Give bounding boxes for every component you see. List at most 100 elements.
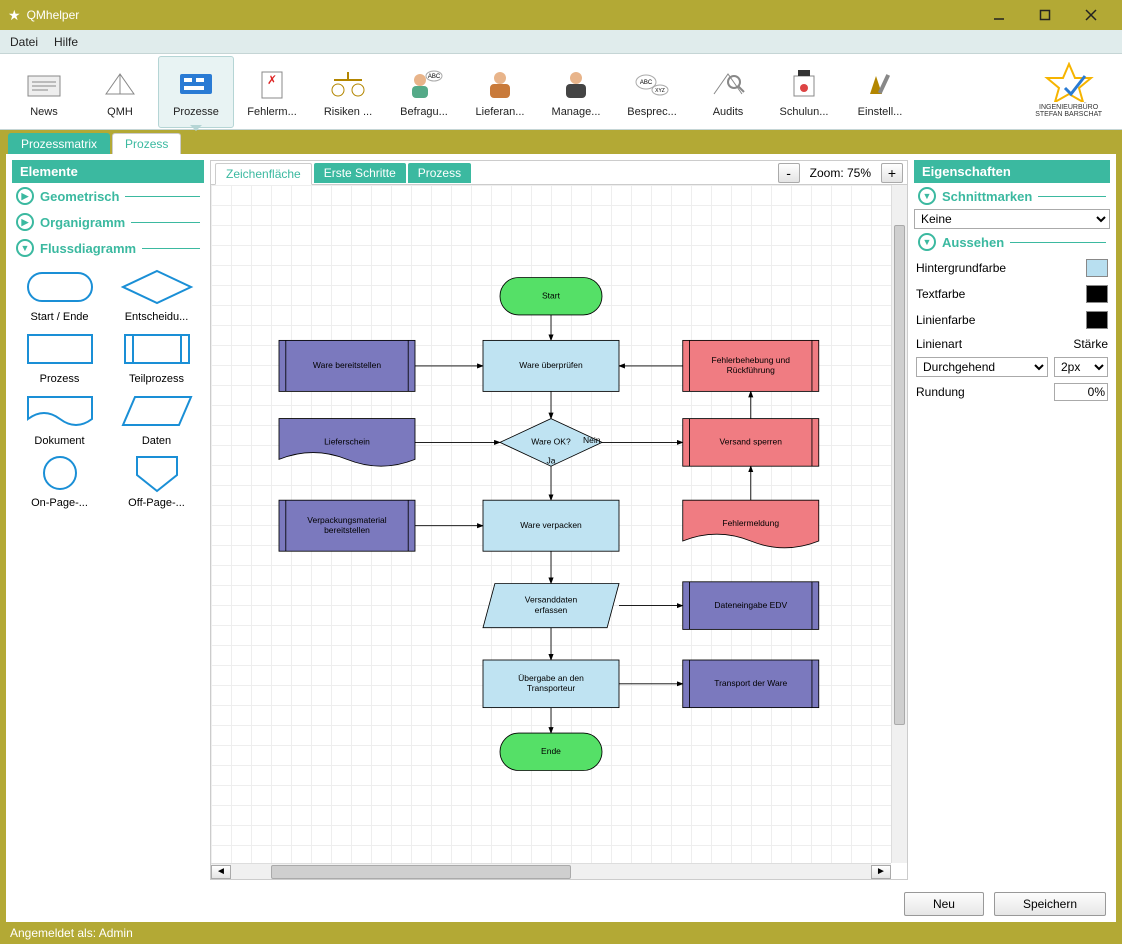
flowchart-svg: Start Ware bereitstellen Ware überprüfen Fe… — [211, 185, 891, 863]
toolbar-news[interactable]: News — [6, 56, 82, 128]
chevron-down-icon: ▼ — [16, 239, 34, 257]
status-bar: Angemeldet als: Admin — [0, 922, 1122, 944]
line-color-swatch[interactable] — [1086, 311, 1108, 329]
svg-text:Transport der Ware: Transport der Ware — [714, 678, 787, 688]
close-button[interactable] — [1068, 0, 1114, 30]
toolbar-einstell[interactable]: Einstell... — [842, 56, 918, 128]
svg-text:Ware OK?: Ware OK? — [531, 437, 571, 447]
bg-color-swatch[interactable] — [1086, 259, 1108, 277]
shape-prozess[interactable]: Prozess — [16, 327, 103, 385]
brand-logo: INGENIEURBÜRO STEFAN BARSCHAT — [1035, 62, 1102, 118]
node-lieferschein[interactable]: Lieferschein — [279, 419, 415, 467]
svg-text:Ware verpacken: Ware verpacken — [520, 520, 582, 530]
svg-text:Lieferschein: Lieferschein — [324, 437, 370, 447]
svg-text:✗: ✗ — [267, 73, 277, 87]
rundung-label: Rundung — [916, 385, 965, 399]
category-flussdiagramm[interactable]: ▼Flussdiagramm — [12, 235, 204, 261]
toolbar-lieferan[interactable]: Lieferan... — [462, 56, 538, 128]
canvas-tab-prozess[interactable]: Prozess — [408, 163, 471, 183]
neu-button[interactable]: Neu — [904, 892, 984, 916]
toolbar-risiken[interactable]: Risiken ... — [310, 56, 386, 128]
svg-text:Versanddaten: Versanddaten — [525, 595, 578, 605]
node-ware_pruef[interactable]: Ware überprüfen — [483, 340, 619, 391]
canvas-tab-zeichenfläche[interactable]: Zeichenfläche — [215, 163, 312, 185]
outer-tab-prozess[interactable]: Prozess — [112, 133, 181, 154]
minimize-button[interactable] — [976, 0, 1022, 30]
svg-text:Fehlerbehebung und: Fehlerbehebung und — [712, 355, 791, 365]
node-ware_ok[interactable]: Ware OK?NeinJa — [500, 419, 602, 467]
horizontal-scrollbar[interactable]: ◄ ► — [211, 863, 891, 879]
svg-text:Transporteur: Transporteur — [527, 683, 576, 693]
shape-daten[interactable]: Daten — [113, 389, 200, 447]
scroll-right-button[interactable]: ► — [871, 865, 891, 879]
chevron-right-icon: ▶ — [16, 187, 34, 205]
toolbar-icon — [784, 66, 824, 102]
schnittmarken-select[interactable]: Keine — [914, 209, 1110, 229]
node-start[interactable]: Start — [500, 278, 602, 315]
drawing-canvas[interactable]: Start Ware bereitstellen Ware überprüfen Fe… — [211, 185, 891, 863]
canvas-tab-ersteschritte[interactable]: Erste Schritte — [314, 163, 406, 183]
shape-dokument[interactable]: Dokument — [16, 389, 103, 447]
menu-file[interactable]: Datei — [10, 35, 38, 49]
category-organigramm[interactable]: ▶Organigramm — [12, 209, 204, 235]
button-bar: Neu Speichern — [6, 886, 1116, 922]
svg-text:Nein: Nein — [583, 435, 601, 445]
shape-startende[interactable]: Start / Ende — [16, 265, 103, 323]
section-aussehen[interactable]: ▼ Aussehen — [914, 229, 1110, 255]
toolbar-icon — [860, 66, 900, 102]
toolbar-icon — [100, 66, 140, 102]
node-uebergabe[interactable]: Übergabe an denTransporteur — [483, 660, 619, 708]
toolbar-prozesse[interactable]: Prozesse — [158, 56, 234, 128]
node-ware_bereit[interactable]: Ware bereitstellen — [279, 340, 415, 391]
toolbar-icon — [708, 66, 748, 102]
svg-text:ABC: ABC — [640, 80, 653, 86]
text-color-swatch[interactable] — [1086, 285, 1108, 303]
node-fehlermeldung[interactable]: Fehlermeldung — [683, 500, 819, 548]
node-ware_verpack[interactable]: Ware verpacken — [483, 500, 619, 551]
category-geometrisch[interactable]: ▶Geometrisch — [12, 183, 204, 209]
line-color-label: Linienfarbe — [916, 313, 975, 327]
node-dateneingabe[interactable]: Dateneingabe EDV — [683, 582, 819, 630]
toolbar-audits[interactable]: Audits — [690, 56, 766, 128]
speichern-button[interactable]: Speichern — [994, 892, 1106, 916]
rundung-input[interactable] — [1054, 383, 1108, 401]
outer-tabs: ProzessmatrixProzess — [0, 130, 1122, 154]
maximize-button[interactable] — [1022, 0, 1068, 30]
properties-title: Eigenschaften — [914, 160, 1110, 183]
scroll-left-button[interactable]: ◄ — [211, 865, 231, 879]
svg-text:Rückführung: Rückführung — [727, 365, 775, 375]
shape-onpage[interactable]: On-Page-... — [16, 451, 103, 509]
shape-offpage[interactable]: Off-Page-... — [113, 451, 200, 509]
node-fehler_rueck[interactable]: Fehlerbehebung undRückführung — [683, 340, 819, 391]
shape-entscheidu[interactable]: Entscheidu... — [113, 265, 200, 323]
zoom-in-button[interactable]: + — [881, 163, 903, 183]
toolbar: NewsQMHProzesse✗Fehlerm...Risiken ...ABC… — [0, 54, 1122, 130]
toolbar-befragu[interactable]: ABCBefragu... — [386, 56, 462, 128]
properties-panel: Eigenschaften ▼ Schnittmarken Keine ▼ Au… — [914, 160, 1110, 880]
svg-text:bereitstellen: bereitstellen — [324, 525, 370, 535]
shape-teilprozess[interactable]: Teilprozess — [113, 327, 200, 385]
staerke-label: Stärke — [1073, 337, 1108, 351]
node-transport[interactable]: Transport der Ware — [683, 660, 819, 708]
toolbar-manage[interactable]: Manage... — [538, 56, 614, 128]
staerke-select[interactable]: 2px — [1054, 357, 1108, 377]
toolbar-schulun[interactable]: Schulun... — [766, 56, 842, 128]
outer-tab-prozessmatrix[interactable]: Prozessmatrix — [8, 133, 110, 154]
chevron-down-icon: ▼ — [918, 187, 936, 205]
menubar: Datei Hilfe — [0, 30, 1122, 54]
node-verpack_mat[interactable]: Verpackungsmaterialbereitstellen — [279, 500, 415, 551]
toolbar-besprec[interactable]: ABCXYZBesprec... — [614, 56, 690, 128]
app-icon: ★ — [8, 7, 21, 24]
window-controls — [976, 0, 1114, 30]
vertical-scrollbar[interactable] — [891, 185, 907, 863]
node-versand_sperr[interactable]: Versand sperren — [683, 419, 819, 467]
node-ende[interactable]: Ende — [500, 733, 602, 770]
node-versanddaten[interactable]: Versanddatenerfassen — [483, 584, 619, 628]
section-schnittmarken[interactable]: ▼ Schnittmarken — [914, 183, 1110, 209]
linienart-select[interactable]: Durchgehend — [916, 357, 1048, 377]
zoom-out-button[interactable]: - — [778, 163, 800, 183]
toolbar-qmh[interactable]: QMH — [82, 56, 158, 128]
menu-help[interactable]: Hilfe — [54, 35, 78, 49]
toolbar-icon — [176, 66, 216, 102]
toolbar-fehlerm[interactable]: ✗Fehlerm... — [234, 56, 310, 128]
